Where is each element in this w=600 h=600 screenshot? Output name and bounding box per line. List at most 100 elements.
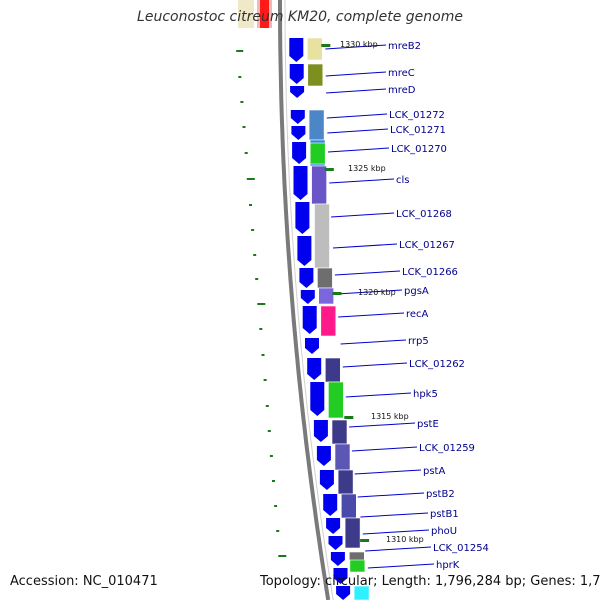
gene-label: hpk5	[413, 389, 438, 400]
feature-block	[260, 0, 269, 28]
genome-summary-text: Topology: circular; Length: 1,796,284 bp…	[260, 574, 600, 589]
gene-arrow	[333, 568, 348, 584]
gene-label: rrp5	[408, 336, 429, 347]
gc-skew-dash	[261, 354, 265, 356]
cog-block	[314, 203, 330, 269]
gene-arrow	[299, 268, 314, 288]
gene-labels: mreB2 mreC mreD LCK_01272 LCK_01271 LCK_01270…	[388, 41, 489, 571]
gc-skew-dash	[267, 430, 271, 432]
gene-arrow	[316, 446, 331, 466]
gc-skew-dash	[274, 505, 278, 507]
gene-label: LCK_01270	[391, 144, 447, 155]
gc-skew-dash	[238, 76, 242, 78]
leader-line	[351, 446, 418, 452]
gene-arrow	[305, 338, 319, 354]
leader-line	[336, 289, 403, 295]
gene-label: hprK	[436, 560, 460, 571]
gene-label: mreD	[388, 85, 416, 96]
gene-label: LCK_01254	[433, 543, 489, 554]
leader-line	[334, 270, 401, 276]
gene-arrow	[289, 38, 304, 62]
gene-arrow	[307, 358, 322, 380]
tick-label: 1310 kbp	[386, 535, 424, 544]
gene-arrow	[328, 536, 343, 550]
accession-text: Accession: NC_010471	[10, 574, 158, 589]
gene-label: LCK_01272	[389, 110, 445, 121]
leader-line	[329, 178, 395, 184]
gene-label: LCK_01268	[396, 209, 452, 220]
gene-label: LCK_01267	[399, 240, 455, 251]
cog-block	[311, 165, 327, 205]
gene-arrow	[319, 470, 334, 490]
gene-arrow	[313, 420, 328, 442]
gene-label: pstB1	[430, 509, 459, 520]
leader-line	[340, 339, 407, 345]
cog-block	[337, 469, 354, 495]
leader-line	[362, 529, 430, 535]
gene-label: pstE	[417, 419, 439, 430]
gene-arrow	[290, 110, 305, 124]
leader-line	[325, 71, 387, 77]
gene-label: pstB2	[426, 489, 455, 500]
tick-mark	[321, 44, 331, 47]
gc-skew-dash	[257, 303, 266, 305]
gc-skew-dash	[244, 152, 248, 154]
leader-line	[357, 492, 425, 498]
cog-block	[340, 493, 357, 519]
gene-label: LCK_01259	[419, 443, 475, 454]
tick-label: 1320 kbp	[358, 288, 396, 297]
gene-arrow	[293, 166, 308, 200]
backbone-line	[278, 0, 331, 600]
gc-skew-dash	[263, 379, 267, 381]
gene-arrow	[297, 236, 312, 266]
tick-label: 1315 kbp	[371, 412, 409, 421]
leader-line	[342, 362, 408, 368]
gc-skew-dash	[269, 455, 273, 457]
gc-skew-dash	[251, 229, 255, 231]
cog-block	[328, 381, 344, 419]
tick-mark	[360, 539, 370, 542]
cog-block	[307, 63, 324, 87]
gc-skew-dash	[276, 530, 280, 532]
gene-arrow	[310, 382, 325, 416]
tick-mark	[332, 292, 342, 295]
cog-category-blocks	[306, 37, 370, 600]
leader-line	[326, 88, 387, 94]
cog-block	[324, 357, 341, 383]
position-ticks: 1330 kbp 1325 kbp 1320 kbp 1315 kbp 1310 kbp	[321, 40, 424, 544]
gene-arrow	[289, 64, 304, 84]
cog-block	[318, 287, 335, 305]
gene-label: recA	[406, 309, 429, 320]
tick-label: 1325 kbp	[348, 164, 386, 173]
gc-skew-track	[236, 50, 287, 557]
cog-block	[349, 559, 366, 573]
gene-arrow	[330, 552, 345, 566]
cog-block	[331, 419, 348, 445]
backbone-shadow	[284, 0, 334, 600]
leader-line	[332, 243, 398, 249]
gene-arrow	[300, 290, 315, 304]
backbone-ring	[278, 0, 334, 600]
gc-skew-dash	[240, 101, 244, 103]
map-title: Leuconostoc citreum KM20, complete genom…	[137, 9, 463, 25]
gene-label: mreB2	[388, 41, 421, 52]
cog-block	[309, 142, 326, 165]
leader-line	[327, 128, 389, 134]
gc-skew-dash	[255, 278, 259, 280]
gene-arrow	[302, 306, 317, 334]
leader-line	[345, 392, 412, 398]
gene-arrow	[295, 202, 310, 234]
forward-strand-genes	[289, 38, 351, 600]
leader-line	[367, 563, 435, 569]
leader-line	[360, 512, 429, 518]
cog-block	[320, 305, 337, 337]
gc-skew-dash	[272, 480, 275, 482]
gc-skew-dash	[242, 126, 246, 128]
gene-arrow	[336, 586, 351, 600]
leader-line	[354, 469, 422, 475]
gene-arrow	[326, 518, 341, 534]
gene-label: mreC	[388, 68, 415, 79]
gc-skew-dash	[246, 178, 255, 180]
gene-label: LCK_01262	[409, 359, 465, 370]
tick-label: 1330 kbp	[340, 40, 378, 49]
